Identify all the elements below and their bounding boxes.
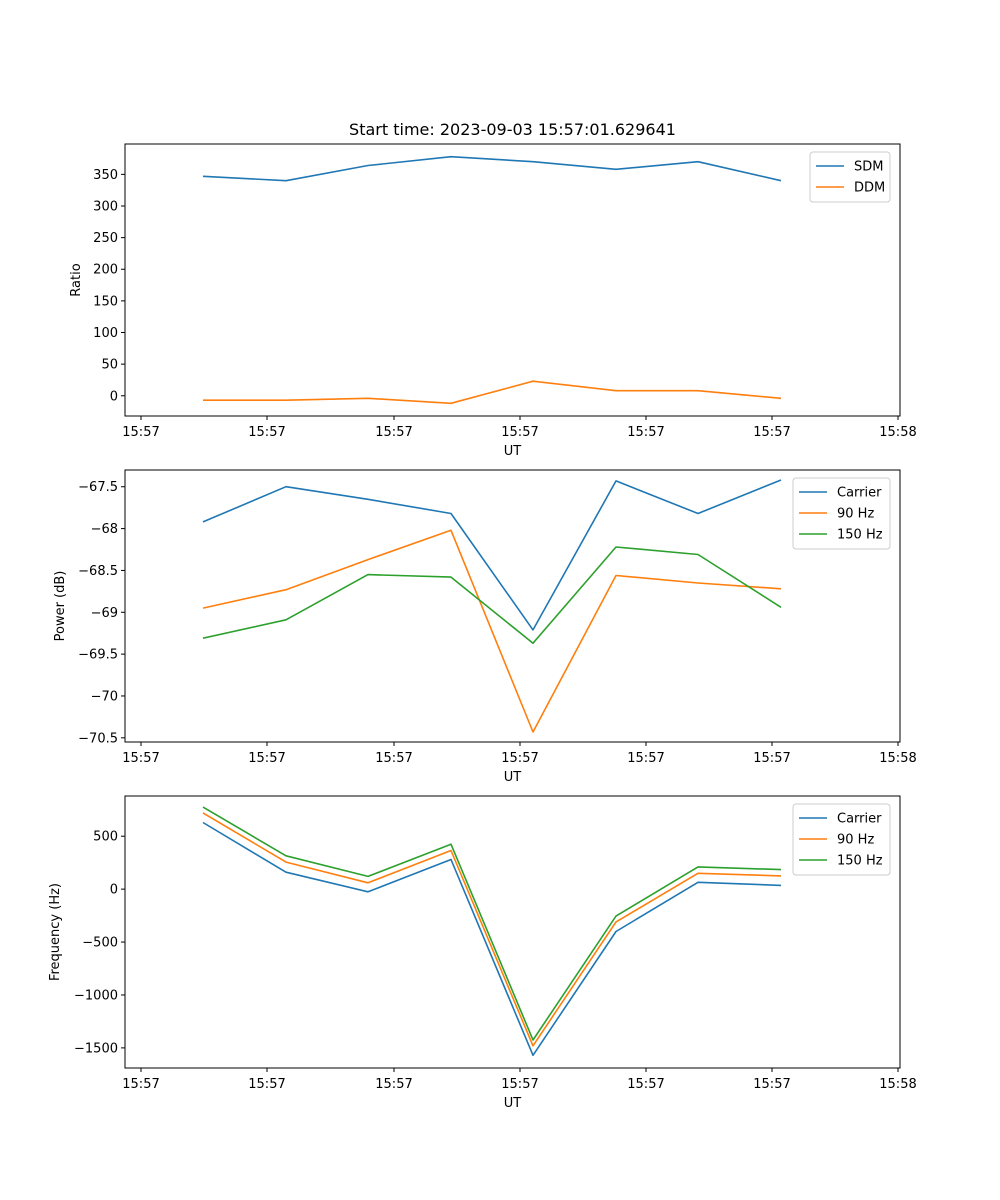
legend-label: DDM: [854, 181, 885, 196]
y-tick-label: 50: [101, 358, 118, 373]
y-tick-label: 200: [93, 263, 118, 278]
x-axis-label: UT: [504, 1096, 522, 1111]
chart-title: Start time: 2023-09-03 15:57:01.629641: [349, 120, 676, 139]
x-axis-label: UT: [504, 770, 522, 785]
legend-label: 150 Hz: [837, 854, 883, 869]
x-tick-label: 15:57: [375, 751, 412, 766]
x-tick-label: 15:57: [627, 425, 664, 440]
legend: Carrier 90 Hz 150 Hz: [792, 803, 891, 876]
y-tick-label: −70.5: [78, 731, 118, 746]
y-tick-label: 100: [93, 326, 118, 341]
chart-1: Start time: 2023-09-03 15:57:01.629641 0 5…: [69, 120, 917, 459]
x-tick-label: 15:57: [753, 425, 790, 440]
chart-3: −1500 −1000 −500 0 500 15:57 15:57 15:57 15:57 15…: [48, 795, 917, 1111]
x-tick-label: 15:57: [753, 1077, 790, 1092]
x-tick-label: 15:58: [879, 1077, 916, 1092]
legend-box: [809, 151, 891, 203]
legend-box: [792, 803, 891, 876]
y-tick-label: −1500: [74, 1041, 118, 1056]
legend-label: 90 Hz: [837, 833, 874, 848]
x-axis-label: UT: [504, 444, 522, 459]
legend: SDM DDM: [809, 151, 891, 203]
y-tick-label: 0: [110, 883, 118, 898]
y-tick-label: −67.5: [78, 480, 118, 495]
x-tick-label: 15:57: [122, 1077, 159, 1092]
y-tick-label: −69.5: [78, 648, 118, 663]
plot-frame: [124, 795, 901, 1069]
x-tick-label: 15:57: [248, 751, 285, 766]
x-tick-label: 15:57: [627, 1077, 664, 1092]
y-tick-label: −70: [91, 689, 118, 704]
x-tick-label: 15:57: [375, 1077, 412, 1092]
series-line-90-hz: [202, 812, 782, 1047]
y-tick-label: 0: [110, 389, 118, 404]
series-line-carrier: [202, 479, 782, 631]
y-tick-label: 250: [93, 231, 118, 246]
series-line-150-hz: [202, 546, 782, 645]
plot-frame: [124, 143, 901, 417]
legend-label: Carrier: [837, 812, 882, 827]
y-axis-label: Power (dB): [53, 571, 68, 642]
series-line-90-hz: [202, 529, 782, 733]
x-tick-label: 15:57: [248, 425, 285, 440]
legend-label: SDM: [854, 160, 883, 175]
x-tick-label: 15:57: [627, 751, 664, 766]
y-tick-label: 300: [93, 199, 118, 214]
x-tick-label: 15:57: [122, 425, 159, 440]
series-line-ddm: [203, 380, 782, 405]
legend-label: Carrier: [837, 486, 882, 501]
series-line-sdm: [202, 155, 782, 182]
x-tick-label: 15:58: [879, 751, 916, 766]
y-tick-label: −68.5: [78, 564, 118, 579]
y-tick-label: 500: [93, 830, 118, 845]
legend-label: 150 Hz: [837, 528, 883, 543]
x-tick-label: 15:57: [122, 751, 159, 766]
x-tick-label: 15:57: [248, 1077, 285, 1092]
series-line-150-hz: [202, 806, 782, 1041]
legend: Carrier 90 Hz 150 Hz: [792, 477, 891, 550]
y-tick-label: 150: [93, 294, 118, 309]
plot-frame: [124, 469, 901, 743]
x-tick-label: 15:57: [501, 751, 538, 766]
y-axis-label: Frequency (Hz): [48, 883, 63, 981]
y-axis-label: Ratio: [69, 263, 84, 296]
y-tick-label: −500: [82, 936, 118, 951]
x-tick-label: 15:57: [375, 425, 412, 440]
x-tick-label: 15:58: [879, 425, 916, 440]
x-tick-label: 15:57: [501, 1077, 538, 1092]
y-tick-label: 350: [93, 168, 118, 183]
y-tick-label: −68: [91, 522, 118, 537]
chart-2: −70.5 −70 −69.5 −69 −68.5 −68 −67.5 15:57 15:57 1…: [53, 469, 917, 785]
y-tick-label: −1000: [74, 988, 118, 1003]
x-tick-label: 15:57: [753, 751, 790, 766]
series-line-carrier: [202, 821, 782, 1057]
legend-label: 90 Hz: [837, 507, 874, 522]
y-tick-label: −69: [91, 606, 118, 621]
x-tick-label: 15:57: [501, 425, 538, 440]
legend-box: [792, 477, 891, 550]
